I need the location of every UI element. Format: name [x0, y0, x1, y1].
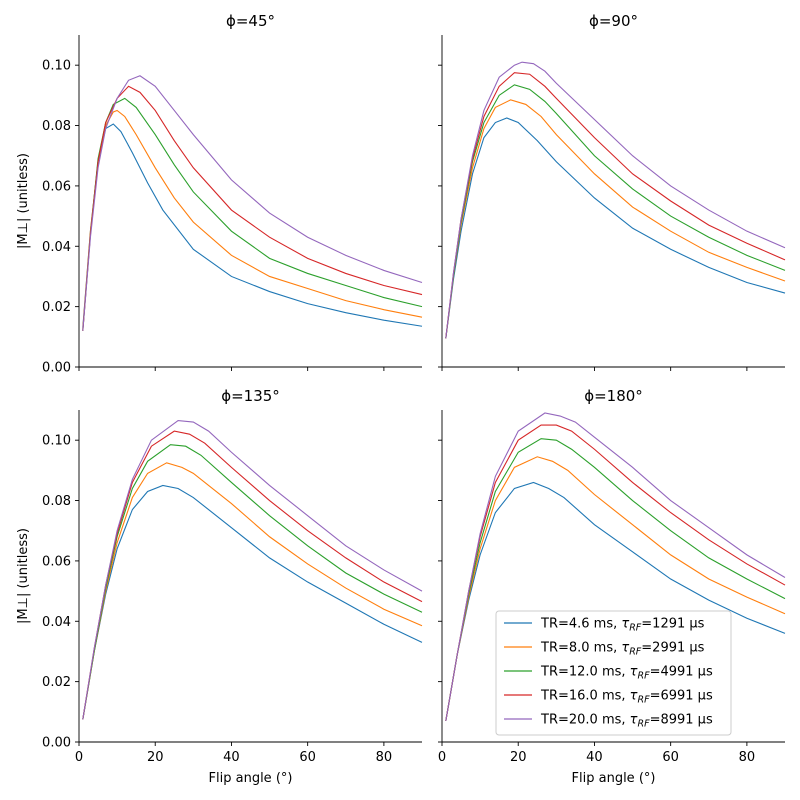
x-tick-label: 0 [75, 750, 83, 765]
panel-3: ϕ=135° 0.00 0.02 0.04 0.06 0.08 0.10 0 20 40 60 80 F… [16, 387, 423, 786]
y-axis-label: |M⊥| (unitless) [16, 153, 31, 249]
panel-title: ϕ=90° [589, 12, 638, 30]
series-line-5 [82, 75, 423, 331]
series-line-1 [445, 117, 786, 339]
panel-1: ϕ=45° 0.00 0.02 0.04 0.06 0.08 0.10 |M⊥| (unitl… [16, 12, 423, 376]
x-tick-label: 40 [586, 750, 603, 765]
x-tick-label: 80 [739, 750, 756, 765]
series-line-1 [445, 481, 786, 721]
series-line-2 [445, 99, 786, 339]
x-axis-label: Flip angle (°) [572, 771, 656, 786]
y-tick-label: 0.06 [42, 554, 71, 569]
series-line-5 [445, 61, 786, 339]
x-tick-label: 20 [147, 750, 164, 765]
series-line-3 [445, 84, 786, 339]
y-tick-label: 0.04 [42, 240, 71, 255]
series-line-3 [445, 438, 786, 721]
x-tick-label: 20 [510, 750, 527, 765]
y-tick-label: 0.04 [42, 615, 71, 630]
legend-entry: TR=20.0 ms, τRF=8991 µs [540, 713, 713, 730]
y-tick-label: 0.02 [42, 675, 71, 690]
x-tick-label: 80 [376, 750, 393, 765]
series-line-1 [82, 123, 423, 328]
y-tick-label: 0.00 [42, 361, 71, 376]
x-tick-label: 0 [438, 750, 446, 765]
y-tick-label: 0.10 [42, 434, 71, 449]
legend-entry: TR=4.6 ms, τRF=1291 µs [540, 617, 705, 634]
panel-title: ϕ=180° [584, 387, 643, 405]
series-line-2 [82, 462, 423, 720]
y-tick-label: 0.00 [42, 736, 71, 751]
series-line-2 [82, 109, 423, 330]
panel-title: ϕ=135° [221, 387, 280, 405]
panel-title: ϕ=45° [226, 12, 275, 30]
y-tick-label: 0.10 [42, 59, 71, 74]
series-line-5 [82, 419, 423, 720]
y-tick-label: 0.08 [42, 494, 71, 509]
y-axis-label: |M⊥| (unitless) [16, 528, 31, 624]
y-tick-label: 0.02 [42, 300, 71, 315]
x-tick-label: 60 [299, 750, 316, 765]
series-line-1 [82, 484, 423, 720]
legend-entry: TR=16.0 ms, τRF=6991 µs [540, 689, 713, 706]
panel-2: ϕ=90° [438, 12, 786, 371]
legend-entry: TR=8.0 ms, τRF=2991 µs [540, 641, 705, 658]
x-axis-label: Flip angle (°) [209, 771, 293, 786]
panel-4: ϕ=180° 0 20 40 60 80 Flip angle (°) [438, 387, 786, 786]
series-line-4 [445, 72, 786, 339]
legend-entry: TR=12.0 ms, τRF=4991 µs [540, 665, 713, 682]
legend: TR=4.6 ms, τRF=1291 µs TR=8.0 ms, τRF=299… [495, 610, 732, 736]
series-line-4 [82, 430, 423, 720]
series-line-2 [445, 456, 786, 721]
series-line-3 [82, 444, 423, 720]
y-tick-label: 0.06 [42, 179, 71, 194]
x-tick-label: 60 [662, 750, 679, 765]
x-tick-label: 40 [223, 750, 240, 765]
y-tick-label: 0.08 [42, 119, 71, 134]
series-line-4 [82, 85, 423, 331]
series-line-5 [445, 412, 786, 721]
series-line-3 [82, 97, 423, 331]
legend-box [495, 610, 732, 736]
